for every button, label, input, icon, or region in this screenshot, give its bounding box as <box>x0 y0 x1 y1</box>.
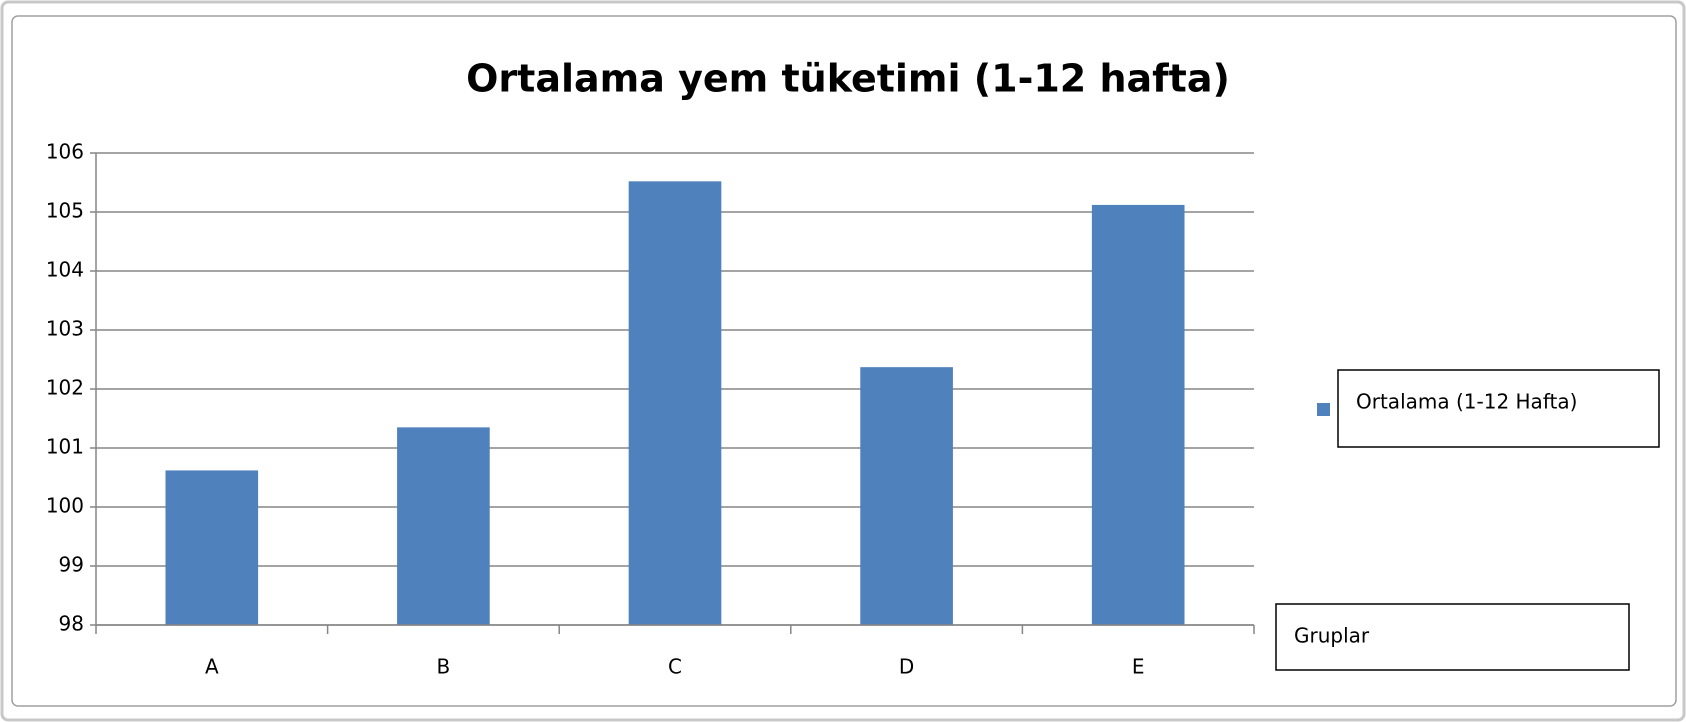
bar <box>1091 204 1185 626</box>
y-tick-label: 100 <box>46 494 84 518</box>
x-tick-label: B <box>437 655 451 679</box>
y-tick-label: 105 <box>46 199 84 223</box>
y-tick-label: 106 <box>46 140 84 164</box>
x-axis-label: Gruplar <box>1294 624 1370 648</box>
y-tick-label: 98 <box>59 612 84 636</box>
y-tick-label: 103 <box>46 317 84 341</box>
y-tick-label: 99 <box>59 553 84 577</box>
y-tick-label: 102 <box>46 376 84 400</box>
bar <box>860 367 953 625</box>
legend-marker <box>1317 403 1330 416</box>
legend-label: Ortalama (1-12 Hafta) <box>1356 390 1577 414</box>
chart-area <box>11 15 1677 707</box>
bar <box>628 181 722 625</box>
x-tick-label: A <box>205 655 219 679</box>
x-axis-label-box <box>1275 603 1630 671</box>
chart-title: Ortalama yem tüketimi (1-12 hafta) <box>466 57 1230 101</box>
x-tick-label: D <box>899 655 914 679</box>
bar <box>397 427 490 625</box>
x-tick-label: C <box>668 655 682 679</box>
legend-box <box>1337 369 1660 448</box>
bar <box>165 470 259 625</box>
y-tick-label: 101 <box>46 435 84 459</box>
y-tick-label: 104 <box>46 258 84 282</box>
x-tick-label: E <box>1132 655 1145 679</box>
